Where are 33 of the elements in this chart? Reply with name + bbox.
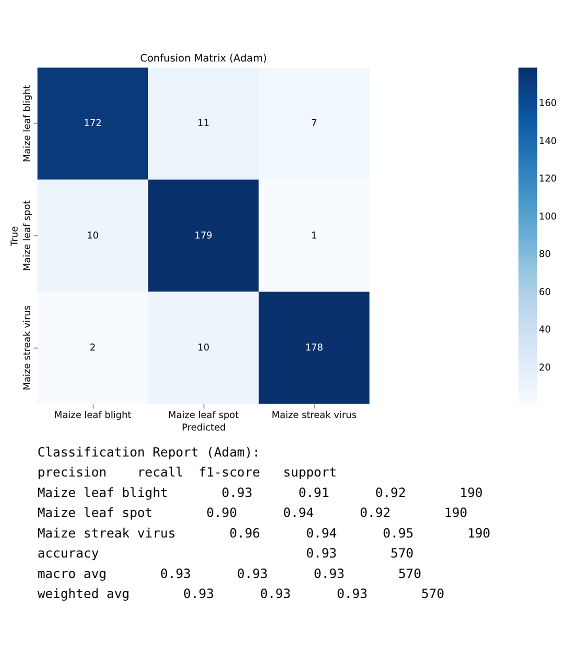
x-tick-label: Maize leaf blight	[54, 410, 132, 421]
color-bar-label: 40	[538, 324, 551, 336]
text: Classification Report (Adam):	[37, 446, 260, 461]
text: weighted avg 0.93 0.93 0.93 570	[37, 587, 444, 602]
text: Maize leaf blight 0.93 0.91 0.92 190	[37, 486, 483, 501]
chart-title: Confusion Matrix (Adam)	[140, 54, 267, 65]
color-bar-label: 140	[538, 136, 557, 147]
color-bar-label: 60	[538, 286, 551, 298]
data-label: 2	[90, 342, 96, 354]
data-label: 1	[311, 230, 318, 242]
color-bar-label: 100	[538, 211, 557, 222]
y-tick-label: Maize leaf spot	[22, 200, 34, 272]
text: precision recall f1-score support	[37, 466, 337, 481]
color-bar-label: 20	[538, 362, 551, 374]
color-bar-label: 160	[538, 98, 557, 110]
text: Maize streak virus 0.96 0.94 0.95 190	[37, 526, 490, 542]
x-tick-label: Maize leaf spot	[168, 410, 240, 421]
y-axis-title: True	[9, 226, 20, 248]
text: Maize leaf spot 0.90 0.94 0.92 190	[37, 506, 468, 522]
data-label: 178	[305, 342, 324, 354]
text: accuracy 0.93 570	[37, 546, 414, 562]
x-tick-label: Maize streak virus	[272, 410, 357, 421]
data-label: 179	[194, 230, 212, 242]
data-label: 7	[311, 118, 318, 130]
data-label: 10	[86, 230, 99, 242]
x-axis-title: Predicted	[182, 422, 226, 434]
color-bar-label: 120	[538, 174, 557, 185]
text: macro avg 0.93 0.93 0.93 570	[37, 566, 422, 582]
data-label: 11	[197, 118, 210, 130]
y-tick-label: Maize leaf blight	[22, 84, 34, 162]
data-label: 10	[197, 342, 210, 354]
color-bar-label: 80	[538, 249, 551, 260]
data-label: 172	[84, 118, 102, 130]
